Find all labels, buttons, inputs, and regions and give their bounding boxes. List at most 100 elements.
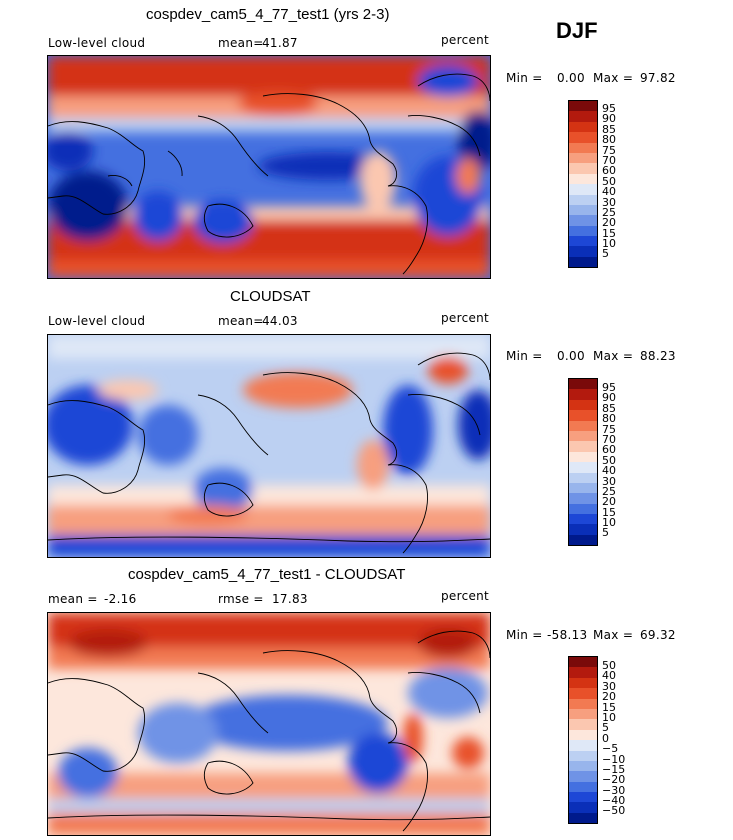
colorbar-tick-label: −30 (602, 783, 626, 797)
panel-1-mean-label: mean= (218, 36, 264, 50)
colorbar-swatch (569, 389, 597, 400)
colorbar-swatch (569, 111, 597, 122)
colorbar-swatch (569, 204, 597, 216)
colorbar-tick-label: 5 (602, 526, 609, 540)
panel-3-rmse-label: rmse = (218, 592, 264, 606)
panel-3-map-svg (48, 613, 490, 835)
colorbar-swatch (569, 430, 597, 442)
colorbar-tick-label: 85 (602, 401, 616, 415)
colorbar-tick-label: 20 (602, 690, 616, 704)
panel-3-max-label: Max = (593, 628, 634, 642)
colorbar-tick-label: 50 (602, 174, 616, 188)
panel-3-coastlines (48, 630, 490, 832)
colorbar-swatch (569, 410, 597, 421)
colorbar-tick-label: 10 (602, 237, 616, 251)
colorbar-swatch (569, 256, 597, 268)
panel-2-title: CLOUDSAT (230, 288, 311, 305)
colorbar-swatch (569, 101, 597, 112)
colorbar-swatch (569, 802, 597, 813)
panel-2-min-value: 0.00 (557, 349, 585, 363)
colorbar-swatch (569, 121, 597, 133)
colorbar-swatch (569, 792, 597, 803)
panel-3-colorbar-labels: 50 40 30 20 15 10 5 0 −5 −10 −15 −20 −30 −40 −50 (602, 660, 626, 818)
panel-3-min-value: -58.13 (547, 628, 588, 642)
panel-1-mean-value: 41.87 (262, 36, 298, 50)
panel-2-map-svg (48, 335, 490, 557)
panel-1-title: cospdev_cam5_4_77_test1 (yrs 2-3) (146, 6, 390, 23)
colorbar-tick-label: 40 (602, 185, 616, 199)
colorbar-swatch (569, 441, 597, 452)
colorbar-swatch (569, 534, 597, 546)
colorbar-swatch (569, 719, 597, 730)
colorbar-tick-label: 10 (602, 710, 616, 724)
colorbar-swatch (569, 667, 597, 678)
colorbar-swatch (569, 482, 597, 494)
colorbar-swatch (569, 462, 597, 473)
colorbar-tick-label: 85 (602, 122, 616, 136)
colorbar-swatch (569, 688, 597, 699)
colorbar-tick-label: 25 (602, 484, 616, 498)
panel-1-colorbar (568, 100, 598, 269)
panel-2-map (47, 334, 491, 558)
colorbar-swatch (569, 142, 597, 153)
panel-1-map-svg (48, 56, 490, 278)
panel-3-rmse-value: 17.83 (272, 592, 308, 606)
colorbar-swatch (569, 812, 597, 824)
colorbar-swatch (569, 246, 597, 257)
panel-2-mean-label: mean= (218, 314, 264, 328)
colorbar-tick-label: 90 (602, 112, 616, 126)
panel-3-min-label: Min = (506, 628, 543, 642)
panel-3-mean-value: -2.16 (104, 592, 137, 606)
panel-3-mean-label: mean = (48, 592, 98, 606)
panel-1-min-value: 0.00 (557, 71, 585, 85)
colorbar-tick-label: −20 (602, 773, 626, 787)
colorbar-swatch (569, 729, 597, 741)
colorbar-tick-label: 30 (602, 679, 616, 693)
colorbar-swatch (569, 132, 597, 143)
colorbar-swatch (569, 657, 597, 668)
colorbar-swatch (569, 708, 597, 720)
colorbar-swatch (569, 472, 597, 483)
panel-2-colorbar (568, 378, 598, 547)
colorbar-tick-label: 95 (602, 381, 616, 394)
colorbar-swatch (569, 451, 597, 463)
panel-1-max-value: 97.82 (640, 71, 676, 85)
colorbar-tick-label: 75 (602, 422, 616, 436)
colorbar-swatch (569, 698, 597, 709)
panel-1-units: percent (441, 33, 490, 47)
colorbar-tick-label: 15 (602, 700, 616, 714)
colorbar-swatch (569, 750, 597, 761)
colorbar-tick-label: 20 (602, 495, 616, 509)
season-label: DJF (556, 18, 598, 43)
panel-1-coastlines (48, 73, 490, 275)
panel-2-variable: Low-level cloud (48, 314, 146, 328)
colorbar-swatch (569, 677, 597, 689)
colorbar-swatch (569, 503, 597, 515)
panel-3-map (47, 612, 491, 836)
colorbar-tick-label: 80 (602, 133, 616, 147)
colorbar-swatch (569, 236, 597, 247)
panel-2-units: percent (441, 311, 490, 325)
panel-2-colorbar-labels: 95 90 85 80 75 70 60 50 40 30 25 20 15 10 5 (602, 381, 616, 540)
colorbar-swatch (569, 740, 597, 751)
colorbar-tick-label: 0 (602, 731, 609, 745)
colorbar-tick-label: 70 (602, 153, 616, 167)
colorbar-tick-label: 70 (602, 432, 616, 446)
colorbar-tick-label: 90 (602, 391, 616, 405)
colorbar-swatch (569, 781, 597, 793)
colorbar-tick-label: 5 (602, 247, 609, 261)
colorbar-swatch (569, 215, 597, 226)
panel-2-min-label: Min = (506, 349, 543, 363)
panel-3-units: percent (441, 589, 490, 603)
colorbar-swatch (569, 771, 597, 782)
colorbar-tick-label: 50 (602, 453, 616, 467)
colorbar-swatch (569, 760, 597, 772)
colorbar-tick-label: 40 (602, 669, 616, 683)
colorbar-tick-label: −40 (602, 794, 626, 808)
colorbar-tick-label: −50 (602, 804, 626, 818)
colorbar-swatch (569, 173, 597, 185)
colorbar-tick-label: 30 (602, 195, 616, 209)
colorbar-swatch (569, 514, 597, 525)
colorbar-tick-label: 95 (602, 102, 616, 115)
panel-2-max-value: 88.23 (640, 349, 676, 363)
